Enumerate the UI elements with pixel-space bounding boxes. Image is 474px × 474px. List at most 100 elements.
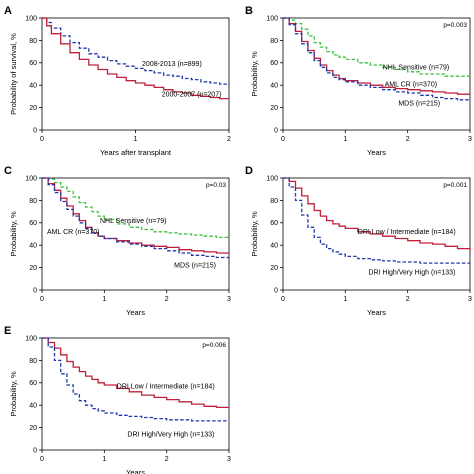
y-axis-label-c: Probability, % xyxy=(9,211,18,257)
series-line-a-1 xyxy=(42,17,229,100)
x-tick-label-e-2: 2 xyxy=(165,456,169,463)
x-tick-label-b-2: 2 xyxy=(406,136,410,143)
x-tick-label-c-3: 3 xyxy=(227,296,231,303)
y-axis-label-d: Probability, % xyxy=(250,211,259,257)
series-label-d-0: DRI Low / Intermediate (n=184) xyxy=(358,229,456,236)
p-value-b: p=0.003 xyxy=(443,22,467,29)
y-tick-label-b-100: 100 xyxy=(266,15,278,22)
y-tick-label-c-0: 0 xyxy=(33,287,37,294)
panel-c: C 0 20 40 60 80 100 0 1 2 3 Years Probability, % p=0.… xyxy=(4,165,231,317)
panel-letter-b: B xyxy=(245,5,253,17)
y-tick-label-e-20: 20 xyxy=(29,425,37,432)
x-tick-label-e-3: 3 xyxy=(227,456,231,463)
plot-frame-e xyxy=(41,337,230,451)
plot-frame-d xyxy=(282,177,471,291)
y-axis-label-e: Probability, % xyxy=(9,371,18,417)
y-tick-label-d-100: 100 xyxy=(266,175,278,182)
panel-e: E 0 20 40 60 80 100 0 1 2 3 Years Probability, % p=0.… xyxy=(4,325,231,474)
x-tick-label-b-0: 0 xyxy=(281,136,285,143)
panel-d: D 0 20 40 60 80 100 0 1 2 3 Years Probability, % p=0.… xyxy=(245,165,472,317)
y-tick-label-e-80: 80 xyxy=(29,358,37,365)
x-axis-label-d: Years xyxy=(367,308,386,317)
y-tick-label-d-80: 80 xyxy=(270,198,278,205)
x-tick-label-a-0: 0 xyxy=(40,136,44,143)
y-axis-label-a: Probability of survival, % xyxy=(9,33,18,115)
panel-letter-a: A xyxy=(4,5,12,17)
series-line-b-2 xyxy=(283,17,471,101)
series-label-a-1: 2000-2007 (n=207) xyxy=(162,91,222,98)
series-line-c-0 xyxy=(42,177,230,239)
x-tick-label-d-2: 2 xyxy=(406,296,410,303)
series-line-b-0 xyxy=(283,17,470,77)
panel-letter-c: C xyxy=(4,165,12,177)
panel-a: A 0 20 40 60 80 100 0 1 2 Years after transplant Pr… xyxy=(4,5,231,157)
y-tick-label-b-40: 40 xyxy=(270,83,278,90)
series-line-c-2 xyxy=(42,177,230,259)
x-tick-label-e-0: 0 xyxy=(40,456,44,463)
x-tick-label-b-1: 1 xyxy=(343,136,347,143)
y-tick-label-e-40: 40 xyxy=(29,403,37,410)
y-tick-label-b-80: 80 xyxy=(270,38,278,45)
p-value-d: p=0.001 xyxy=(443,182,467,189)
series-line-d-1 xyxy=(283,177,470,264)
series-line-c-1 xyxy=(42,177,230,255)
x-tick-label-c-1: 1 xyxy=(102,296,106,303)
series-label-b-2: MDS (n=215) xyxy=(398,100,440,107)
y-tick-label-a-60: 60 xyxy=(29,60,37,67)
y-tick-label-d-60: 60 xyxy=(270,220,278,227)
x-tick-label-b-3: 3 xyxy=(468,136,472,143)
x-axis-label-c: Years xyxy=(126,308,145,317)
series-label-c-2: MDS (n=215) xyxy=(174,263,216,270)
panel-letter-e: E xyxy=(4,325,11,337)
y-tick-label-b-20: 20 xyxy=(270,105,278,112)
y-tick-label-a-0: 0 xyxy=(33,127,37,134)
y-tick-label-d-20: 20 xyxy=(270,265,278,272)
plot-frame-b xyxy=(282,17,471,131)
y-tick-label-b-60: 60 xyxy=(270,60,278,67)
x-tick-label-e-1: 1 xyxy=(102,456,106,463)
x-axis-label-a: Years after transplant xyxy=(100,148,172,157)
y-tick-label-e-60: 60 xyxy=(29,380,37,387)
series-line-b-1 xyxy=(283,17,470,95)
x-tick-label-d-3: 3 xyxy=(468,296,472,303)
series-line-e-1 xyxy=(42,337,229,422)
plot-frame-c xyxy=(41,177,230,291)
plot-frame-a xyxy=(41,17,230,131)
series-label-c-0: NHL Sensitive (n=79) xyxy=(100,218,166,225)
series-label-a-0: 2008-2013 (n=899) xyxy=(142,61,202,68)
y-tick-label-e-100: 100 xyxy=(25,335,37,342)
y-tick-label-d-40: 40 xyxy=(270,243,278,250)
y-tick-label-a-80: 80 xyxy=(29,38,37,45)
series-label-c-1: AML CR (n=370) xyxy=(47,229,99,236)
y-tick-label-e-0: 0 xyxy=(33,447,37,454)
y-tick-label-d-0: 0 xyxy=(274,287,278,294)
series-label-d-1: DRI High/Very High (n=133) xyxy=(368,269,455,276)
x-tick-label-d-1: 1 xyxy=(343,296,347,303)
y-tick-label-c-40: 40 xyxy=(29,243,37,250)
series-label-b-1: AML CR (n=370) xyxy=(385,81,437,88)
y-tick-label-c-60: 60 xyxy=(29,220,37,227)
x-tick-label-a-2: 2 xyxy=(227,136,231,143)
y-tick-label-c-100: 100 xyxy=(25,175,37,182)
series-label-e-1: DRI High/Very High (n=133) xyxy=(127,432,214,439)
series-label-b-0: NHL Sensitive (n=79) xyxy=(383,65,449,72)
series-line-a-0 xyxy=(42,17,230,86)
p-value-e: p=0.006 xyxy=(202,342,226,349)
panel-letter-d: D xyxy=(245,165,253,177)
panel-b: B 0 20 40 60 80 100 0 1 2 3 Years Probability, % p=0.… xyxy=(245,5,472,157)
x-axis-label-b: Years xyxy=(367,148,386,157)
y-tick-label-a-40: 40 xyxy=(29,83,37,90)
x-axis-label-e: Years xyxy=(126,468,145,474)
x-tick-label-c-0: 0 xyxy=(40,296,44,303)
y-tick-label-a-100: 100 xyxy=(25,15,37,22)
p-value-c: p=0.03 xyxy=(206,182,226,189)
y-tick-label-c-20: 20 xyxy=(29,265,37,272)
series-line-e-0 xyxy=(42,337,230,409)
x-tick-label-c-2: 2 xyxy=(165,296,169,303)
series-line-d-0 xyxy=(283,177,471,251)
series-label-e-0: DRI Low / Intermediate (n=184) xyxy=(117,383,215,390)
y-axis-label-b: Probability, % xyxy=(250,51,259,97)
y-tick-label-b-0: 0 xyxy=(274,127,278,134)
y-tick-label-c-80: 80 xyxy=(29,198,37,205)
